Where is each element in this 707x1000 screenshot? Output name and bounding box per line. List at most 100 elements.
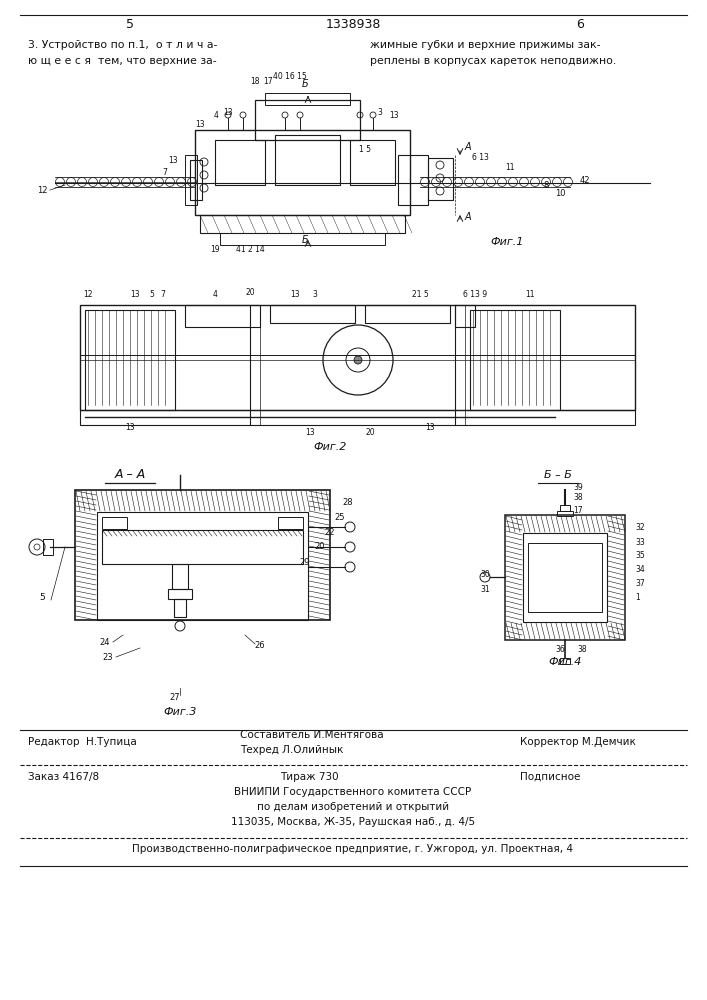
Text: Техред Л.Олийнык: Техред Л.Олийнык [240,745,344,755]
Text: 6: 6 [576,18,584,31]
Text: 42: 42 [580,176,590,185]
Text: 1: 1 [635,593,640,602]
Text: 31: 31 [480,585,490,594]
Bar [265,93,350,105]
Text: 29: 29 [300,558,310,567]
Text: 30: 30 [480,570,490,579]
Bar [505,515,625,640]
Text: реплены в корпусах кареток неподвижно.: реплены в корпусах кареток неподвижно. [370,56,617,66]
Text: Фиг.1: Фиг.1 [490,237,523,247]
Text: 6 13 9: 6 13 9 [463,290,487,299]
Text: 8: 8 [543,181,549,190]
Text: 34: 34 [635,565,645,574]
Text: 38: 38 [573,493,583,502]
Bar [80,305,635,410]
Text: 20: 20 [315,542,325,551]
Text: 13: 13 [305,428,315,437]
Bar [43,539,53,555]
Bar [220,233,385,245]
Text: Б: Б [302,235,308,245]
Text: Заказ 4167/8: Заказ 4167/8 [28,772,99,782]
Bar [168,589,192,599]
Text: Производственно-полиграфическое предприятие, г. Ужгород, ул. Проектная, 4: Производственно-полиграфическое предприя… [132,844,573,854]
Bar [455,305,475,327]
Text: 7: 7 [160,290,165,299]
Bar [365,305,450,323]
Bar [270,305,355,323]
Text: Фиг.4: Фиг.4 [549,657,582,667]
Text: 11: 11 [506,163,515,172]
Text: 20: 20 [366,428,375,437]
Text: 18: 18 [250,77,259,86]
Text: 3: 3 [312,290,317,299]
Text: 17: 17 [263,77,273,86]
Bar [80,410,635,425]
Text: Фиг.3: Фиг.3 [163,707,197,717]
Text: 5: 5 [126,18,134,31]
Text: 37: 37 [635,579,645,588]
Text: ВНИИПИ Государственного комитета СССР: ВНИИПИ Государственного комитета СССР [235,787,472,797]
Text: 13: 13 [223,108,233,117]
Text: Корректор М.Демчик: Корректор М.Демчик [520,737,636,747]
Text: 6 13: 6 13 [472,153,489,162]
Bar [75,490,330,620]
Text: 1 5: 1 5 [359,145,371,154]
Text: Подписное: Подписное [520,772,580,782]
Text: 5: 5 [150,290,154,299]
Text: 25: 25 [334,513,345,522]
Bar [350,140,395,185]
Text: 13: 13 [130,290,140,299]
Text: 22: 22 [325,528,335,537]
Bar [398,155,428,205]
Bar [557,511,573,516]
Text: 13: 13 [290,290,300,299]
Text: 10: 10 [555,189,566,198]
Text: Составитель И.Ментягова: Составитель И.Ментягова [240,730,384,740]
Text: A: A [464,142,472,152]
Bar [255,100,360,140]
Text: Б – Б: Б – Б [544,470,572,480]
Bar [174,599,186,617]
Text: 4: 4 [214,111,218,120]
Bar [185,155,197,205]
Text: 36: 36 [555,645,565,654]
Text: 33: 33 [635,538,645,547]
Text: Редактор  Н.Тупица: Редактор Н.Тупица [28,737,136,747]
Bar [102,517,127,529]
Text: 26: 26 [255,641,265,650]
Text: 20: 20 [245,288,255,297]
Text: А – А: А – А [115,468,146,481]
Text: 4: 4 [213,290,218,299]
Text: 32: 32 [635,523,645,532]
Text: Б: Б [302,79,308,89]
Text: 13: 13 [125,423,135,432]
Text: 13: 13 [425,423,435,432]
Text: 13: 13 [389,111,399,120]
Bar [470,310,560,410]
Text: Тираж 730: Тираж 730 [280,772,339,782]
Bar [215,140,265,185]
Bar [275,135,340,185]
Text: жимные губки и верхние прижимы зак-: жимные губки и верхние прижимы зак- [370,40,600,50]
Text: 12: 12 [37,186,47,195]
Bar [560,505,570,511]
Text: 40 16 15: 40 16 15 [273,72,307,81]
Text: 24: 24 [100,638,110,647]
Text: 13: 13 [168,156,178,165]
Text: 17: 17 [573,506,583,515]
Text: по делам изобретений и открытий: по делам изобретений и открытий [257,802,449,812]
Text: 38: 38 [577,645,587,654]
Text: 7: 7 [163,168,168,177]
Text: 41 2 14: 41 2 14 [235,245,264,254]
Bar [172,564,188,589]
Bar [428,158,453,200]
Bar [528,543,602,612]
Text: Фиг.2: Фиг.2 [313,442,346,452]
Text: 3. Устройство по п.1,  о т л и ч а-: 3. Устройство по п.1, о т л и ч а- [28,40,217,50]
Circle shape [354,356,362,364]
Bar [102,530,303,564]
Text: 35: 35 [635,551,645,560]
Text: 23: 23 [103,653,113,662]
Bar [97,512,308,620]
Bar [190,160,202,200]
